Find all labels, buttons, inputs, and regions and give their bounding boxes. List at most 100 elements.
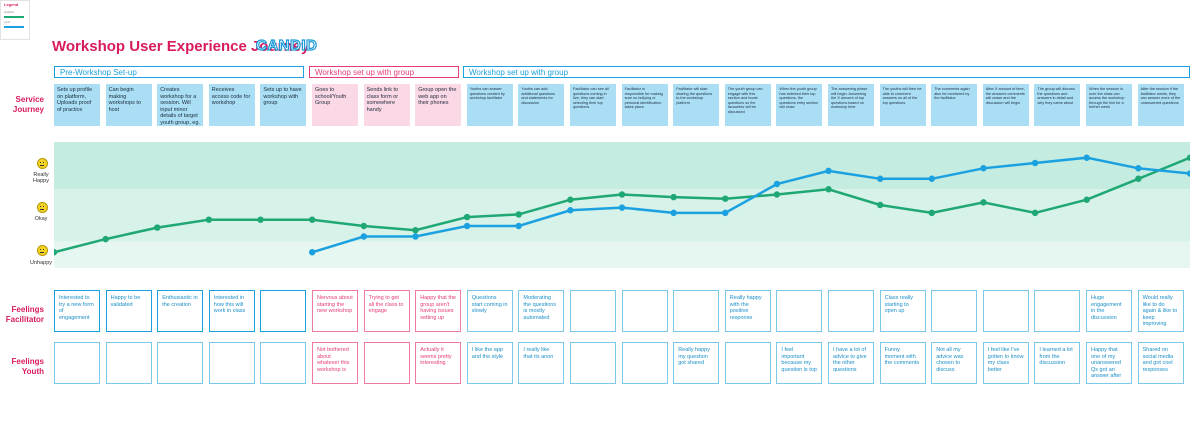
service-card: Can begin making workshops to host [105,84,152,126]
fac-card [776,290,823,332]
data-point-youth [1135,165,1142,172]
data-point-facilitator [515,211,522,218]
service-card: When the youth group has selected their … [776,84,823,126]
service-card: Sets up to have workshop with group [260,84,307,126]
fac-card [1034,290,1081,332]
legend-label-youth: youth [4,21,11,24]
data-point-facilitator [205,216,213,223]
data-point-facilitator [928,209,936,217]
data-point-youth [1186,170,1190,177]
service-card: The group will discuss the questions and… [1034,84,1081,126]
youth-card: I learned a lot from the discussion [1034,342,1081,384]
data-point-facilitator [1186,154,1190,161]
legend-swatch-facilitator [4,16,24,18]
youth-card [208,342,255,384]
fac-card [931,290,978,332]
neutral-face-icon [37,202,48,213]
service-card: Creates workshop for a session. Will inp… [157,84,204,126]
fac-card: Huge engagement in the discussion [1086,290,1132,332]
youth-card: I really like that its anon [518,342,565,384]
service-card: The youth group can engage with this sec… [724,84,771,126]
data-point-youth [773,180,781,188]
series-line-youth [311,156,1190,254]
data-point-youth [670,209,677,217]
service-card: Facilitator is responsible for making su… [621,84,668,126]
data-point-youth [928,175,936,182]
data-point-facilitator [825,186,832,193]
fac-card: Moderating the questions is mostly autom… [518,290,565,332]
data-point-facilitator [360,222,368,230]
data-point-facilitator [102,235,109,243]
phase-label: Pre-Workshop Set-up [60,68,137,77]
fac-card: Interested in how this will work in clas… [208,290,255,332]
youth-card: Happy that one of my unanswered Qs got a… [1086,342,1132,384]
data-point-youth [308,249,316,256]
fac-card: Nervous about starting the new workshop [312,290,358,332]
fac-card [621,290,668,332]
data-point-youth [412,233,419,240]
fac-card: Would really like to do again & like to … [1137,290,1184,332]
data-point-youth [980,165,987,172]
phase-workshop-group: Workshop set up with group [463,66,1190,78]
data-point-facilitator [980,199,987,206]
phase-label: Workshop set up with group [469,68,569,77]
data-point-facilitator [1083,196,1090,203]
row-label-feelings-youth: Feelings Youth [11,357,44,376]
youth-card [363,342,410,384]
data-point-facilitator [670,193,677,201]
data-point-facilitator [567,196,574,203]
fac-card: Trying to get all the class to engage [363,290,410,332]
data-point-youth [567,207,574,214]
fac-card: Interested to try a new form of engageme… [54,290,100,332]
emotion-band-1 [54,189,1190,242]
fac-card [673,290,720,332]
fac-card [260,290,307,332]
service-card: Group open the web app on their phones [415,84,462,126]
data-point-facilitator [1031,209,1039,217]
service-card: Sets up profile on platform, Uploads pro… [54,84,100,126]
youth-card: I feel like I've gotten to know my class… [982,342,1029,384]
data-point-facilitator [412,227,419,234]
fac-card: Happy that the group aren't having issue… [415,290,462,332]
youth-card [105,342,152,384]
data-point-facilitator [154,224,161,231]
legend-title: Legend [4,2,19,7]
phase-group-setup: Workshop set up with group [309,66,459,78]
emotion-label-okay: Okay [34,216,48,222]
data-point-facilitator [876,201,884,209]
row-label-service-journey: Service Journey [12,95,44,114]
unhappy-face-icon [37,245,48,256]
service-card: Facilitator will start sharing the quest… [673,84,720,126]
emotion-journey-chart [54,142,1190,268]
data-point-youth [825,167,832,175]
data-point-youth [1083,154,1090,161]
emotion-label-happy: Really Happy [33,172,49,184]
phase-pre-workshop: Pre-Workshop Set-up [54,66,304,78]
youth-card [54,342,100,384]
youth-card: Not bothered about whatever this worksho… [312,342,358,384]
service-card: The answering phase will begin. Answerin… [828,84,874,126]
data-point-facilitator [308,216,316,223]
emotion-band-2 [54,241,1190,268]
service-card: After the session if the facilitator wan… [1137,84,1184,126]
service-card: The youths will then be able to comment … [879,84,926,126]
data-point-youth [1031,159,1039,167]
candid-logo: CANDID [255,36,318,54]
emotion-label-unhappy: Unhappy [29,260,53,266]
youth-card: I like the app and the style [466,342,513,384]
data-point-youth [515,222,522,230]
youth-card: Shared on social media and got cool resp… [1137,342,1184,384]
fac-card [570,290,616,332]
service-card: Sends link to class form or somewhere ha… [363,84,410,126]
data-point-facilitator [54,249,58,256]
service-card: When the session is over the class can a… [1086,84,1132,126]
youth-card: I have a lot of advice to give the other… [828,342,874,384]
legend-box: Legend facilitator youth [0,0,30,40]
fac-card: Happy to be validated [105,290,152,332]
fac-card [982,290,1029,332]
service-card: Goes to school/Youth Group [312,84,358,126]
youth-card: I feel important because my question is … [776,342,823,384]
row-label-feelings-facilitator: Feelings Facilitator [5,305,44,324]
youth-card [570,342,616,384]
service-card: The comments again also be monitored by … [931,84,978,126]
